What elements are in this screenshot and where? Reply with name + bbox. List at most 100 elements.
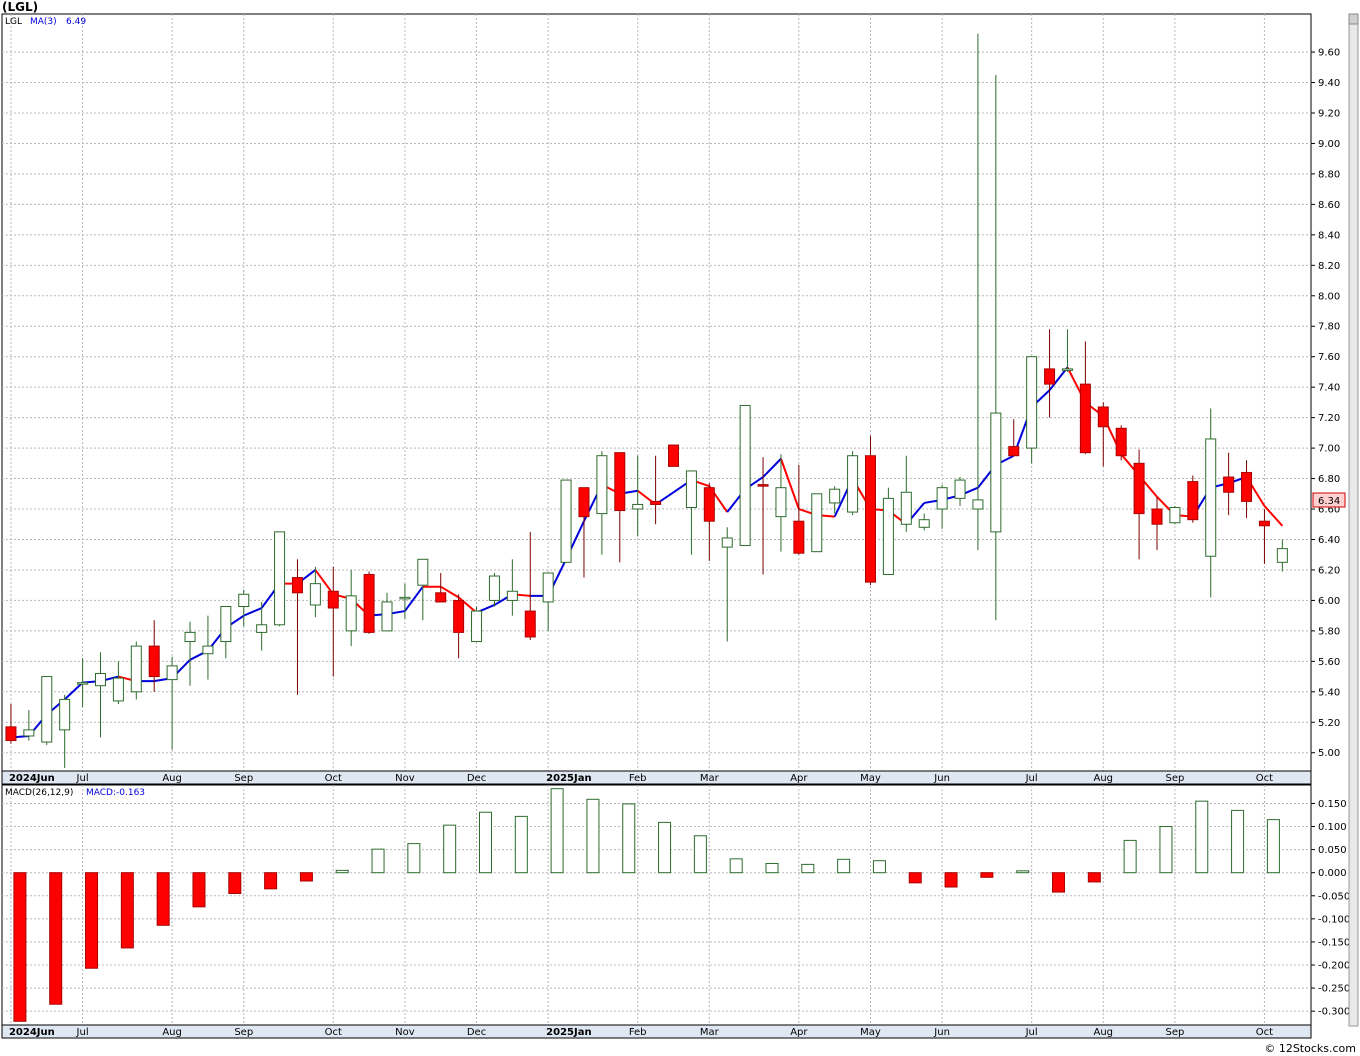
candle — [757, 457, 769, 575]
macd-month-label: Jun — [933, 1027, 950, 1038]
macd-y-axis: 0.150 0.100 0.050 0.000 -0.050 -0.100 -0.150 -0… — [1311, 799, 1350, 1018]
price-x-axis: 2024Jun Jul Aug Sep Oct Nov Dec 2025Jan Feb Mar Ap… — [9, 773, 1273, 784]
macd-bar — [944, 872, 958, 888]
candle — [829, 486, 841, 514]
candle — [94, 652, 106, 738]
macd-month-label: Sep — [234, 1027, 253, 1038]
ma-segment — [1263, 505, 1284, 527]
price-tick-label: 5.00 — [1318, 748, 1340, 759]
macd-bar — [228, 872, 242, 894]
candle-body — [130, 645, 142, 693]
candle — [1097, 402, 1109, 467]
price-tick-label: 9.60 — [1318, 48, 1340, 59]
candle — [900, 455, 912, 532]
price-tick-label: 7.60 — [1318, 352, 1340, 363]
candle-body — [668, 444, 680, 467]
month-label: Feb — [629, 773, 647, 784]
candle-body — [1187, 481, 1199, 521]
month-label: May — [860, 773, 881, 784]
macd-grid — [2, 785, 1311, 1025]
candle — [775, 454, 787, 552]
ma-segment — [63, 681, 84, 701]
price-tick-label: 6.00 — [1318, 596, 1340, 607]
macd-tick-label: 0.100 — [1318, 822, 1347, 833]
macd-bar — [1266, 819, 1280, 874]
price-tick-label: 7.40 — [1318, 383, 1340, 394]
macd-bar — [1052, 872, 1066, 893]
candle-body — [524, 610, 536, 638]
month-label: Sep — [234, 773, 253, 784]
candle-body — [1205, 438, 1217, 557]
candle — [1151, 496, 1163, 551]
candle — [506, 559, 518, 616]
candle-body — [399, 596, 411, 600]
scroll-arrow-up[interactable] — [1348, 13, 1359, 25]
month-label: Sep — [1165, 773, 1184, 784]
candle-body — [506, 590, 518, 601]
candle — [166, 656, 178, 750]
month-label: Mar — [700, 773, 720, 784]
candle-body — [471, 610, 483, 643]
candle-body — [94, 673, 106, 687]
candle — [847, 451, 859, 516]
candle — [327, 566, 339, 677]
scroll-strip[interactable] — [1348, 13, 1359, 1027]
candle-body — [703, 487, 715, 522]
macd-month-label: 2024Jun — [9, 1027, 55, 1038]
macd-month-label: Feb — [629, 1027, 647, 1038]
last-price-tag — [1312, 492, 1346, 508]
macd-tick-label: -0.150 — [1318, 937, 1350, 948]
ma-segment — [762, 458, 782, 478]
candle-body — [1044, 368, 1056, 385]
macd-bar — [514, 815, 528, 874]
candle-body — [864, 455, 876, 583]
candle — [381, 592, 393, 632]
candle — [1258, 509, 1270, 564]
candle — [345, 569, 357, 647]
candle-body — [202, 645, 214, 655]
macd-tick-label: -0.100 — [1318, 914, 1350, 925]
candle — [1008, 419, 1020, 457]
candle-body — [1169, 506, 1181, 524]
candle — [309, 566, 321, 618]
macd-bar — [1016, 870, 1030, 874]
candle-body — [1276, 548, 1288, 563]
candle — [1187, 475, 1199, 523]
month-label: Aug — [162, 773, 182, 784]
candle-body — [793, 520, 805, 554]
candle-body — [614, 452, 626, 512]
candle-body — [77, 682, 89, 685]
candle — [471, 606, 483, 643]
price-tick-label: 7.80 — [1318, 322, 1340, 333]
candle — [703, 483, 715, 561]
macd-bar — [622, 803, 636, 874]
price-tick-label: 7.00 — [1318, 444, 1340, 455]
macd-month-label: Oct — [325, 1027, 342, 1038]
candle-body — [274, 531, 286, 626]
month-label: Jun — [933, 773, 950, 784]
macd-bar — [1159, 826, 1173, 874]
candle — [1044, 329, 1056, 418]
price-tick-label: 9.00 — [1318, 139, 1340, 150]
macd-bar — [192, 872, 206, 908]
candle — [864, 435, 876, 586]
candle-body — [739, 404, 751, 547]
candle — [918, 513, 930, 531]
macd-bar — [980, 872, 994, 878]
macd-tick-label: 0.050 — [1318, 845, 1347, 856]
macd-month-label: Dec — [467, 1027, 486, 1038]
macd-month-label: Sep — [1165, 1027, 1184, 1038]
candle — [614, 452, 626, 563]
candle-body — [417, 558, 429, 586]
macd-legend-value: MACD:-0.163 — [86, 788, 145, 798]
candle — [596, 451, 608, 555]
ma-segment — [457, 596, 478, 614]
macd-bar — [1123, 839, 1137, 874]
macd-month-label: Apr — [790, 1027, 808, 1038]
macd-tick-label: -0.200 — [1318, 961, 1350, 972]
candle — [256, 601, 268, 651]
macd-bar — [49, 872, 63, 1005]
candle-body — [1115, 427, 1127, 457]
candle-body — [578, 487, 590, 518]
macd-panel — [1, 784, 1312, 1026]
